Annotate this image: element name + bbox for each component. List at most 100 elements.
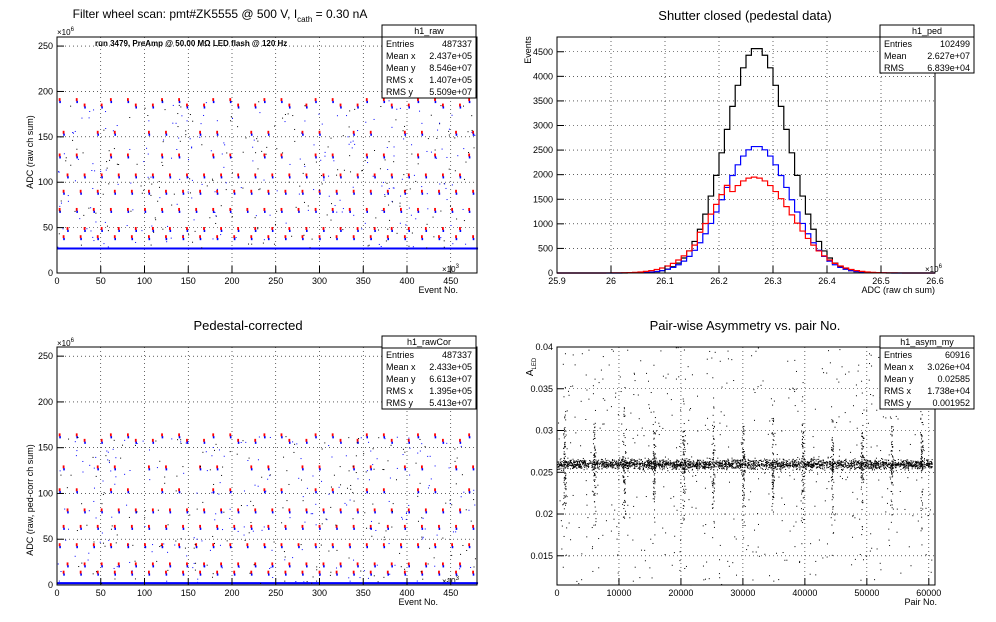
data-point [859,464,861,466]
data-point [161,156,164,159]
data-point [812,459,814,461]
data-point [308,247,310,250]
data-point [445,187,447,189]
data-point [433,236,435,238]
data-point [564,461,566,463]
data-point [781,465,783,467]
data-point [286,470,288,472]
data-point [855,468,857,470]
data-point [118,164,120,166]
data-point [117,227,120,231]
data-point [207,247,209,250]
data-point [169,508,171,512]
data-point [384,438,386,440]
data-point [156,467,158,469]
data-point [118,511,120,514]
data-point [258,582,260,585]
data-point [313,189,315,191]
data-point [65,539,67,541]
data-point [352,186,354,188]
data-point [626,465,628,467]
data-point [269,247,272,250]
data-point [280,543,283,547]
data-point [650,464,652,466]
data-point [132,247,134,250]
data-point [570,462,572,464]
data-point [368,479,370,481]
data-point [424,562,427,566]
data-point [931,466,933,468]
data-point [915,464,917,466]
data-point [343,247,346,250]
data-point [86,247,89,250]
data-point [400,210,403,213]
data-point [907,459,909,461]
data-point [242,440,244,442]
data-point [417,98,419,102]
data-point [199,130,201,134]
data-point [316,566,318,568]
data-point [90,247,93,250]
data-point [880,463,882,465]
data-point [702,462,704,464]
data-point [376,582,378,585]
data-point [893,464,895,466]
data-point [366,100,368,104]
data-point [107,230,109,232]
data-point [441,148,443,150]
data-point [617,464,619,466]
data-point [739,465,741,467]
data-point [753,464,755,466]
data-point [304,165,306,167]
data-point [677,465,679,467]
stats-label: RMS [884,63,904,73]
data-point [323,247,326,250]
data-point [690,465,692,467]
data-point [472,573,475,576]
data-point [300,247,302,250]
data-point [324,151,326,153]
data-point [739,460,741,462]
data-point [735,465,737,467]
data-point [685,461,687,463]
data-point [437,129,439,131]
data-point [347,247,350,250]
data-point [448,168,450,170]
data-point [409,474,411,476]
data-point [342,208,344,210]
data-point [192,241,194,243]
data-point [878,460,880,462]
data-point [871,462,873,464]
data-point [391,106,393,109]
data-point [189,582,192,585]
data-point [353,559,355,561]
data-point [764,464,766,466]
data-point [894,463,896,465]
data-point [101,503,103,505]
data-point [126,225,128,227]
data-point [135,247,138,250]
data-point [689,459,691,461]
data-point [372,503,374,505]
data-point [356,562,359,566]
data-point [361,247,363,250]
data-point [928,466,930,468]
data-point [63,133,65,136]
data-point [733,459,735,461]
data-point [96,189,99,193]
data-point [662,461,664,463]
data-point [566,463,568,465]
data-point [417,495,419,497]
data-point [382,207,385,211]
data-point [280,98,283,102]
data-point [647,458,649,460]
data-point [783,461,785,463]
data-point [843,466,845,468]
data-point [757,464,759,466]
data-point [781,462,783,464]
data-point [123,582,125,585]
data-point [676,464,678,466]
data-point [104,221,106,223]
data-point [261,247,263,250]
